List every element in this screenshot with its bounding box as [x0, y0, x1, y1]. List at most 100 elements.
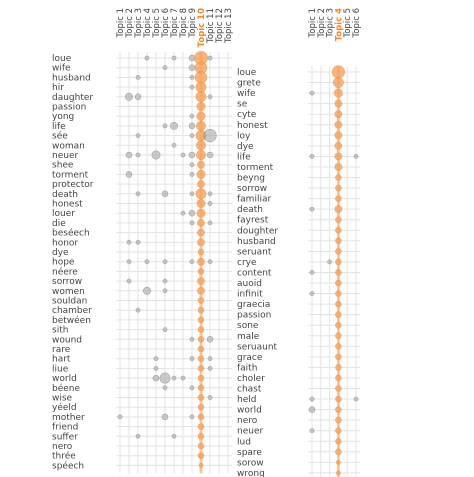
right-bubble: [335, 437, 342, 445]
right-topic-label: Topic 6: [352, 8, 362, 39]
right-bubble: [309, 153, 315, 159]
left-bubble: [197, 218, 205, 227]
left-bubble: [197, 228, 205, 237]
left-term-label: woman: [52, 141, 85, 151]
left-term-label: rare: [52, 345, 71, 355]
left-bubble: [162, 288, 168, 294]
left-term-label: passion: [52, 103, 86, 113]
left-bubble: [197, 452, 205, 459]
right-topic-label: Topic 5: [343, 8, 353, 39]
left-bubble: [197, 160, 205, 169]
left-bubble: [189, 113, 195, 119]
right-bubble: [309, 428, 315, 434]
right-term-label: graecia: [237, 300, 270, 310]
right-term-label: neuer: [237, 427, 263, 437]
left-bubble: [196, 120, 206, 131]
right-term-label: death: [237, 205, 263, 215]
right-bubble: [335, 395, 342, 403]
right-bubble: [335, 332, 342, 340]
right-bubble: [335, 427, 342, 434]
left-term-label: beséech: [52, 228, 90, 239]
right-term-label: doughter: [237, 226, 278, 236]
right-term-label: sone: [237, 321, 259, 331]
right-term-label: fayrest: [237, 216, 269, 226]
left-term-label: spéech: [52, 460, 84, 471]
left-bubble: [189, 191, 195, 197]
left-bubble: [196, 111, 206, 121]
left-bubble: [180, 375, 186, 381]
right-bubble: [335, 385, 342, 392]
left-term-label: yong: [52, 112, 74, 122]
left-bubble: [197, 355, 205, 362]
left-term-label: mother: [52, 413, 85, 423]
right-term-label: male: [237, 332, 260, 342]
left-bubble: [189, 385, 195, 391]
right-bubble: [334, 152, 343, 161]
left-topic-label: Topic 9: [188, 8, 198, 39]
left-bubble: [125, 151, 133, 159]
right-bubble: [335, 459, 341, 465]
right-bubble: [335, 416, 342, 424]
right-term-label: choler: [237, 374, 265, 384]
left-bubble: [196, 199, 206, 209]
left-bubble: [197, 297, 205, 304]
right-term-label: faith: [237, 363, 257, 373]
left-bubble: [196, 150, 206, 160]
left-bubble: [189, 336, 195, 342]
left-bubble: [197, 180, 205, 189]
left-bubble: [198, 462, 204, 468]
right-term-label: world: [237, 406, 262, 416]
left-term-label: friend: [52, 423, 78, 433]
left-term-label: life: [52, 122, 66, 132]
left-term-label: hope: [52, 258, 75, 268]
left-topic-label: Topic 5: [152, 8, 162, 39]
left-bubble: [162, 385, 168, 391]
left-bubble: [197, 413, 205, 421]
left-bubble: [197, 306, 205, 314]
left-bubble: [134, 93, 142, 101]
right-bubble: [334, 141, 343, 150]
right-bubble: [335, 174, 342, 181]
right-bubble: [334, 131, 343, 140]
right-bubble: [335, 300, 342, 308]
left-term-label: hir: [52, 83, 64, 93]
left-bubble: [162, 65, 168, 71]
right-term-label: se: [237, 100, 248, 110]
left-bubble: [171, 433, 177, 439]
left-bubble: [161, 190, 169, 198]
right-term-label: grace: [237, 353, 263, 363]
left-bubble: [196, 208, 206, 218]
right-bubble: [335, 269, 342, 276]
left-bubble: [207, 395, 213, 400]
left-bubble: [189, 259, 195, 265]
right-bubble: [335, 374, 342, 382]
right-term-label: seruant: [237, 247, 272, 257]
left-term-label: sith: [52, 326, 68, 336]
left-topic-label: Topic 8: [179, 8, 189, 39]
left-term-label: louer: [52, 209, 75, 219]
right-term-label: husband: [237, 237, 276, 247]
left-bubble: [159, 372, 171, 384]
right-bubble: [334, 110, 343, 119]
right-term-label: cyte: [237, 110, 257, 120]
right-bubble: [309, 291, 315, 296]
left-bubble: [207, 201, 213, 206]
left-bubble: [197, 326, 205, 333]
left-bubble: [197, 238, 205, 247]
left-topic-matrix: Topic 1 Topic 2 Topic 3 Topic 4 Topic 5 Topic…: [52, 8, 234, 474]
right-bubble: [309, 396, 315, 402]
right-bubble: [335, 406, 342, 413]
left-bubble: [188, 209, 196, 217]
left-topic-label: Topic 3: [134, 8, 144, 39]
left-term-label: die: [52, 219, 66, 229]
left-bubble: [162, 123, 168, 129]
left-bubble: [207, 356, 213, 362]
left-topic-label: Topic 11: [206, 8, 216, 44]
left-term-label: torment: [52, 170, 89, 180]
left-bubble: [197, 316, 205, 324]
left-bubble: [197, 384, 205, 392]
left-bubble: [153, 356, 159, 362]
left-topic-label: Topic 10: [197, 8, 207, 47]
left-bubble: [161, 413, 169, 421]
left-bubble: [180, 210, 186, 216]
